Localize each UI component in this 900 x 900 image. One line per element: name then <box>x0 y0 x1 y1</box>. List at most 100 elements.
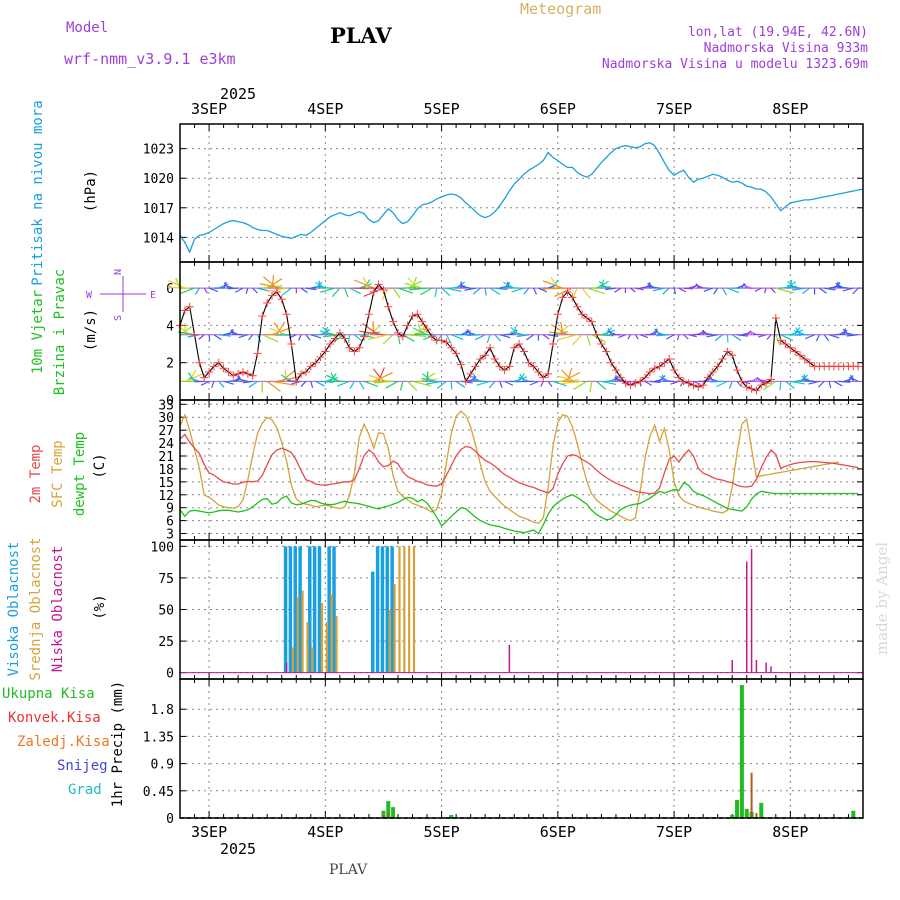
wind-arrow <box>234 287 244 293</box>
wind-arrow <box>703 287 714 292</box>
wind-arrow <box>368 374 389 382</box>
wind-speed-marker <box>757 381 766 390</box>
wind-arrow <box>599 284 612 289</box>
wind-arrow <box>635 287 644 291</box>
wind-speed-marker <box>573 302 582 311</box>
cloud-bar-visoka <box>288 546 293 673</box>
cloud-bar-visoka <box>308 546 312 673</box>
cloud-bar-srednja <box>398 546 401 673</box>
wind-arrow <box>706 334 718 338</box>
wind-speed-marker <box>306 362 315 371</box>
precip-bar-total <box>449 814 454 818</box>
wind-arrow <box>731 334 742 342</box>
wind-speed-marker <box>355 343 364 352</box>
wind-arrow <box>189 369 197 382</box>
wind-arrow <box>315 380 325 387</box>
wind-speed-marker <box>674 373 683 382</box>
wind-speed-marker <box>374 280 383 289</box>
wind-arrow <box>828 334 840 339</box>
wind-arrow <box>218 283 229 289</box>
wind-arrow <box>417 324 423 335</box>
wind-speed-marker <box>476 354 485 363</box>
wind-arrow <box>678 287 687 293</box>
cloud-bar-visoka <box>327 546 331 673</box>
cloud-bar-srednja <box>412 546 416 673</box>
wind-arrow <box>542 287 568 290</box>
wind-arrow <box>549 331 573 336</box>
wind-arrow <box>451 334 464 341</box>
wind-speed-marker <box>776 336 785 345</box>
cloud-bar-niska <box>285 662 288 673</box>
temp-ylabel-2m: 2m Temp <box>28 444 44 503</box>
temp-ylabel-sfc: SFC Temp <box>50 440 66 507</box>
wind-arrow <box>550 324 568 336</box>
wind-arrow <box>407 380 418 391</box>
wind-speed-marker <box>326 340 335 349</box>
wind-speed-marker <box>369 287 378 296</box>
wind-speed-marker <box>214 358 223 367</box>
wind-arrow <box>382 334 394 345</box>
wind-arrow <box>362 323 379 336</box>
wind-speed-marker <box>568 293 577 302</box>
wind-speed-marker <box>486 343 495 352</box>
wind-arrow <box>526 334 534 341</box>
wind-arrow <box>203 287 208 294</box>
wind-arrow <box>194 287 200 295</box>
wind-arrow <box>276 321 286 336</box>
wind-speed-marker <box>331 334 340 343</box>
wind-arrow <box>819 287 827 294</box>
wind-arrow <box>654 328 661 336</box>
wind-arrow <box>557 334 578 341</box>
wind-arrow <box>245 287 249 294</box>
wind-arrow <box>0 0 863 335</box>
wind-speed-marker <box>393 328 402 337</box>
wind-arrow <box>344 287 349 298</box>
wind-arrow <box>422 334 437 341</box>
cloud-bar-srednja <box>335 615 338 673</box>
wind-arrow <box>494 334 502 342</box>
wind-arrow <box>484 288 487 296</box>
wind-arrow <box>349 287 361 295</box>
wind-speed-marker <box>277 295 286 304</box>
wind-arrow <box>510 331 525 336</box>
wind-arrow <box>630 287 636 293</box>
wind-speed-marker <box>413 310 422 319</box>
wind-speed-marker <box>389 317 398 326</box>
wind-arrow <box>702 332 713 336</box>
wind-arrow <box>808 380 820 385</box>
wind-arrow <box>518 376 529 382</box>
cloud-bar-niska <box>755 660 758 673</box>
wind-arrow <box>218 380 225 388</box>
compass-south: S <box>113 315 124 321</box>
wind-speed-marker <box>423 325 432 334</box>
wind-arrow <box>168 280 186 289</box>
footer-station: PLAV <box>329 862 368 878</box>
wind-speed-marker <box>335 328 344 337</box>
wind-arrow <box>662 380 675 382</box>
wind-arrow <box>471 379 486 382</box>
cloud-ytick-label-4: 100 <box>151 540 174 555</box>
wind-speed-marker <box>854 362 863 371</box>
wind-arrow <box>779 381 782 391</box>
precip-ytick-label-2: 0.9 <box>151 758 174 773</box>
wind-arrow <box>489 287 501 295</box>
wind-arrow <box>652 287 665 292</box>
wind-speed-marker <box>316 353 325 362</box>
wind-arrow <box>805 334 815 340</box>
wind-arrow <box>228 329 235 336</box>
precip-bar-total <box>391 807 396 818</box>
wind-arrow <box>749 330 753 335</box>
cloud-bar-srednja <box>311 647 314 673</box>
wind-arrow <box>208 334 211 341</box>
wind-arrow <box>573 380 588 391</box>
wind-arrow <box>752 333 762 336</box>
wind-panel: 0 2 4 6 <box>0 0 864 409</box>
wind-arrow <box>670 380 680 385</box>
wind-speed-marker <box>495 362 504 371</box>
temperature-ytick-label-3: 12 <box>158 489 174 504</box>
wind-speed-marker <box>655 362 664 371</box>
wind-arrow <box>499 381 503 388</box>
lonlat-label: lon,lat (19.94E, 42.6N) <box>687 25 868 40</box>
wind-arrow <box>852 287 859 295</box>
pressure-ytick-label-0: 1014 <box>143 231 174 246</box>
